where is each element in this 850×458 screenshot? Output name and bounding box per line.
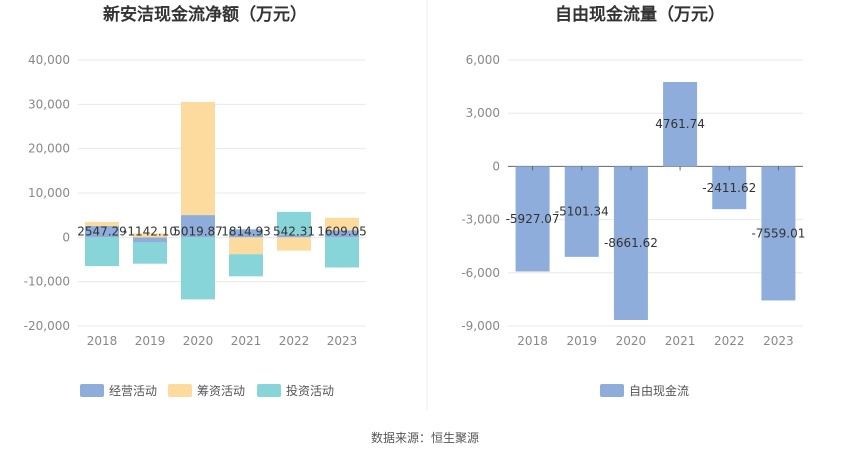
chart2-legend: 自由现金流	[600, 383, 689, 398]
bar-2-2022	[277, 211, 311, 235]
chart1-y-axis: 40,000 30,000 20,000 10,000 0 -10,000 -20,000	[24, 53, 70, 333]
bar-0-2019	[133, 237, 167, 243]
legend-label: 经营活动	[109, 384, 157, 398]
y-tick-label: 10,000	[28, 186, 70, 200]
y-tick-label: -20,000	[24, 319, 70, 333]
x-tick-label: 2023	[327, 334, 358, 348]
data-label: -8661.62	[604, 236, 658, 250]
bar-2-2018	[85, 237, 119, 267]
legend-label: 筹资活动	[197, 384, 245, 398]
bar-1-2021	[229, 237, 263, 255]
bar-2019	[564, 166, 599, 257]
bar-1-2022	[277, 237, 311, 251]
chart1-gridlines	[78, 59, 366, 327]
chart2-title: 自由现金流量（万元）	[555, 4, 725, 25]
bar-0-2023	[325, 230, 359, 238]
x-tick-label: 2019	[566, 334, 597, 348]
data-label: -7559.01	[751, 226, 805, 240]
bar-1-2020	[181, 102, 215, 216]
data-label: -2411.62	[702, 181, 756, 195]
legend-label: 投资活动	[286, 383, 334, 398]
data-label: 4761.74	[655, 117, 705, 131]
y-tick-label: -9,000	[461, 319, 500, 333]
legend-swatch	[80, 384, 104, 397]
chart1-title: 新安洁现金流净额（万元）	[103, 4, 307, 25]
bar-1-2018	[85, 222, 119, 227]
data-label: -1142.10	[123, 224, 177, 238]
y-tick-label: -6,000	[461, 266, 500, 280]
legend-swatch	[600, 384, 624, 397]
data-label: 2547.29	[77, 224, 127, 238]
data-label: 1609.05	[317, 224, 367, 238]
data-label: 5019.87	[173, 224, 223, 238]
x-tick-label: 2020	[183, 334, 214, 348]
bar-1-2019	[133, 233, 167, 238]
bar-0-2018	[85, 226, 119, 238]
data-label: 542.31	[273, 224, 315, 238]
data-label: -5927.07	[506, 212, 560, 226]
x-tick-label: 2023	[763, 334, 794, 348]
x-tick-label: 2021	[231, 334, 262, 348]
x-tick-label: 2021	[665, 334, 696, 348]
bar-2021	[663, 81, 698, 167]
y-tick-label: 0	[62, 230, 70, 244]
bar-0-2022	[277, 234, 311, 238]
data-source-note: 数据来源：恒生聚源	[371, 430, 479, 445]
bar-2023	[761, 166, 796, 301]
chart2-gridlines	[508, 59, 803, 327]
x-tick-label: 2019	[135, 334, 166, 348]
chart1-x-axis: 2018 2019 2020 2021 2022 2023	[87, 334, 358, 348]
bar-2-2021	[229, 254, 263, 277]
y-tick-label: 40,000	[28, 53, 70, 67]
y-tick-label: 30,000	[28, 97, 70, 111]
legend-swatch	[257, 384, 281, 397]
legend-label: 自由现金流	[629, 383, 689, 398]
x-tick-label: 2022	[714, 334, 745, 348]
y-tick-label: 0	[492, 159, 500, 173]
chart2-data-labels: -5927.07-5101.34 -8661.62 4761.74 -2411.62 -…	[506, 117, 806, 250]
chart1-legend: 经营活动 筹资活动 投资活动	[80, 383, 334, 398]
bar-2018	[515, 166, 550, 272]
bar-2-2023	[325, 237, 359, 268]
bar-2020	[613, 166, 648, 320]
data-label: -5101.34	[555, 205, 609, 219]
y-tick-label: -10,000	[24, 275, 70, 289]
y-tick-label: 20,000	[28, 142, 70, 156]
y-tick-label: 6,000	[466, 53, 500, 67]
x-tick-label: 2022	[279, 334, 310, 348]
legend-swatch	[168, 384, 192, 397]
cash-flow-net-chart: 新安洁现金流净额（万元） 40,000 30,000 20,000 10,000 0 -1…	[24, 4, 367, 398]
bar-0-2021	[229, 229, 263, 238]
bar-2-2020	[181, 237, 215, 300]
x-tick-label: 2018	[517, 334, 548, 348]
chart1-bars	[85, 102, 359, 300]
y-tick-label: -3,000	[461, 213, 500, 227]
bar-1-2023	[325, 217, 359, 231]
bar-2022	[712, 166, 747, 210]
chart2-x-axis: 2018 2019 2020 2021 2022 2023	[517, 166, 794, 348]
x-tick-label: 2018	[87, 334, 118, 348]
bar-2-2019	[133, 242, 167, 264]
y-tick-label: 3,000	[466, 106, 500, 120]
chart2-bars	[515, 81, 796, 320]
x-tick-label: 2020	[616, 334, 647, 348]
data-label: 1814.93	[221, 224, 271, 238]
chart2-y-axis: 6,000 3,000 0 -3,000 -6,000 -9,000	[461, 53, 500, 333]
free-cash-flow-chart: 自由现金流量（万元） 6,000 3,000 0 -3,000 -6,000 -9,000…	[461, 4, 805, 398]
bar-0-2020	[181, 215, 215, 238]
